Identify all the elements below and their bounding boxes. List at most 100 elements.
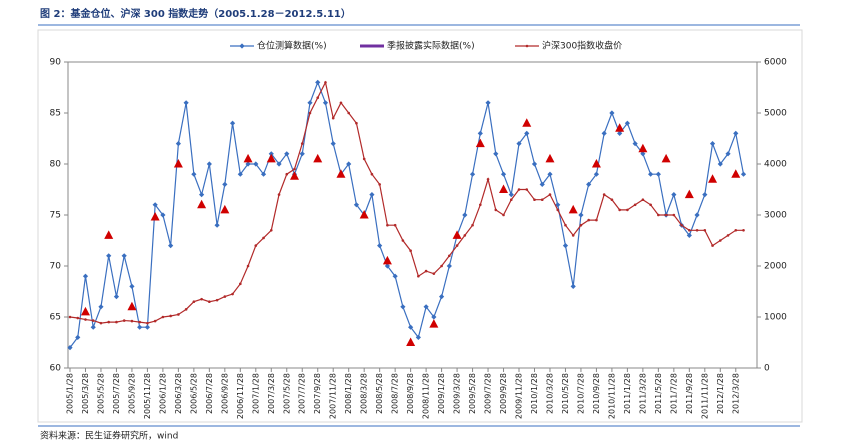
series-marker (129, 283, 135, 289)
series-marker (84, 318, 87, 321)
series-marker (688, 229, 691, 232)
series-marker (245, 161, 251, 167)
series-marker (406, 337, 416, 346)
x-tick-label: 2006/9/28 (220, 373, 229, 414)
series-marker (229, 120, 236, 126)
series-marker (393, 223, 397, 227)
x-tick-label: 2008/5/28 (375, 373, 384, 414)
series-marker (346, 161, 352, 167)
series-marker (731, 169, 741, 178)
series-marker (378, 183, 381, 186)
series-marker (591, 159, 601, 168)
source-note: 资料来源：民生证券研究所，wind (40, 430, 178, 442)
series-marker (633, 203, 637, 207)
series-marker (485, 100, 491, 106)
legend-label: 沪深300指数收盘价 (542, 40, 622, 52)
series-marker (571, 234, 575, 237)
series-marker (409, 249, 412, 252)
series-marker (702, 192, 708, 198)
x-tick-label: 2007/5/28 (282, 373, 291, 414)
series-marker (239, 282, 242, 286)
x-tick-label: 2010/9/28 (592, 373, 601, 414)
series-marker (222, 181, 228, 187)
x-tick-label: 2011/7/28 (669, 373, 678, 414)
series-marker (177, 313, 180, 316)
series-marker (423, 304, 429, 310)
series-marker (260, 171, 267, 177)
series-marker (160, 212, 166, 218)
series-marker (740, 171, 747, 177)
series-marker (377, 243, 383, 249)
chart-frame (37, 29, 803, 423)
series-marker (545, 153, 555, 163)
series-marker (718, 239, 722, 242)
series-marker (438, 294, 445, 300)
series-marker (68, 315, 72, 319)
series-marker (708, 174, 718, 183)
x-tick-label: 2006/7/28 (205, 373, 214, 414)
x-tick-label: 2010/11/28 (607, 373, 616, 419)
series-marker (499, 184, 509, 193)
series-marker (276, 161, 282, 167)
series-marker (200, 297, 203, 301)
y-tick-label: 85 (50, 109, 61, 119)
y2-tick-label: 3000 (764, 211, 787, 221)
series-marker (214, 222, 220, 228)
series-marker (578, 212, 584, 218)
series-marker (127, 301, 137, 311)
series-marker (353, 202, 360, 208)
series-marker (664, 213, 668, 217)
plot-area (67, 61, 758, 369)
series-marker (67, 345, 73, 351)
series-marker (695, 229, 699, 232)
series-marker (339, 101, 343, 105)
series-marker (324, 81, 327, 84)
series-marker (595, 218, 598, 222)
y2-tick-label: 1000 (764, 313, 787, 323)
x-tick-label: 2009/9/28 (499, 373, 508, 414)
series-marker (113, 294, 120, 300)
y2-tick-label: 5000 (764, 109, 787, 119)
series-marker (624, 120, 630, 126)
series-marker (531, 161, 538, 167)
series-marker (609, 110, 615, 116)
series-marker (500, 171, 507, 177)
series-marker (285, 172, 289, 176)
series-marker (130, 319, 134, 323)
series-marker (173, 159, 183, 168)
series-marker (313, 153, 323, 163)
series-marker (477, 130, 483, 136)
x-tick-label: 2010/7/28 (576, 373, 585, 414)
series-marker (75, 334, 81, 340)
series-marker (649, 203, 652, 207)
x-tick-label: 2009/11/28 (515, 373, 524, 419)
legend-label: 仓位测算数据(%) (257, 40, 327, 52)
series-marker (525, 188, 529, 191)
series-marker (331, 116, 335, 120)
series-marker (734, 229, 738, 232)
series-marker (107, 320, 111, 324)
x-tick-label: 2005/9/28 (127, 373, 136, 414)
series-marker (99, 321, 103, 325)
series-marker (547, 171, 553, 177)
x-tick-label: 2005/7/28 (112, 373, 121, 414)
series-marker (408, 324, 414, 330)
y2-tick-label: 4000 (764, 160, 787, 170)
series-marker (463, 234, 467, 237)
series-marker (539, 181, 545, 187)
x-tick-label: 2011/3/28 (638, 373, 647, 414)
series-marker (168, 243, 174, 249)
x-tick-label: 2009/7/28 (484, 373, 493, 414)
series-marker (502, 213, 505, 217)
series-marker (336, 169, 346, 178)
series-marker (686, 232, 692, 238)
series-marker (146, 321, 149, 325)
legend-marker (239, 43, 245, 49)
series-marker (703, 229, 707, 232)
series-marker (593, 171, 600, 177)
series-marker (725, 151, 731, 157)
x-tick-label: 2011/5/28 (654, 373, 663, 414)
series-marker (161, 315, 165, 319)
series-marker (254, 244, 258, 247)
x-tick-label: 2008/3/28 (360, 373, 369, 414)
